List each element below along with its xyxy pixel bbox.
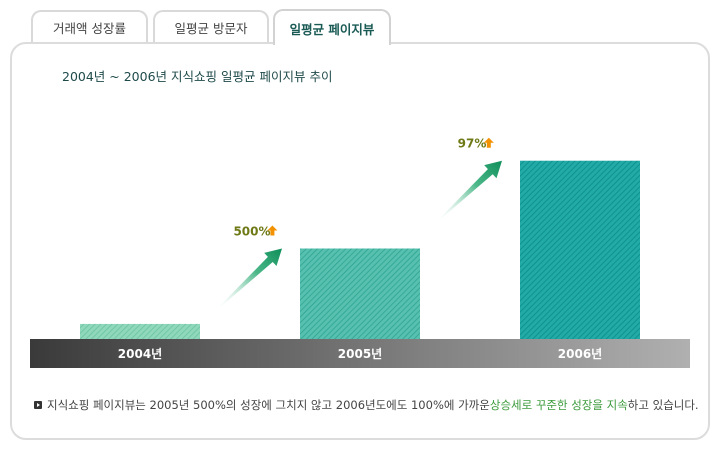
- growth-label: 97%: [458, 137, 487, 151]
- growth-arrow-icon: [437, 160, 502, 222]
- tab-transaction-growth[interactable]: 거래액 성장률: [31, 10, 148, 42]
- active-tab-connector: [275, 40, 389, 46]
- category-label: 2006년: [558, 347, 602, 361]
- note-bullet-icon: [34, 401, 42, 409]
- note-highlight: 상승세로 꾸준한 성장을 지속: [489, 398, 628, 412]
- up-arrow-icon: [483, 137, 494, 148]
- up-arrow-icon: [267, 225, 278, 236]
- category-axis-band: [30, 339, 690, 368]
- tab-label: 일평균 방문자: [174, 20, 248, 36]
- category-label: 2004년: [118, 347, 162, 361]
- bar-3: [520, 160, 640, 339]
- tab-daily-pageviews[interactable]: 일평균 페이지뷰: [273, 9, 391, 45]
- tab-label: 거래액 성장률: [53, 20, 126, 36]
- chart-note: 지식쇼핑 페이지뷰는 2005년 500%의 성장에 그치지 않고 2006년도…: [34, 397, 699, 413]
- bar-2: [300, 248, 420, 339]
- tab-daily-visitors[interactable]: 일평균 방문자: [153, 10, 269, 42]
- growth-arrow-icon: [217, 248, 282, 309]
- category-label: 2005년: [338, 347, 382, 361]
- tab-label: 일평균 페이지뷰: [289, 21, 375, 37]
- chart-title: 2004년 ~ 2006년 지식쇼핑 일평균 페이지뷰 추이: [62, 69, 333, 84]
- growth-label: 500%: [233, 225, 270, 239]
- note-text-after: 하고 있습니다.: [627, 398, 699, 412]
- bar-1: [80, 323, 200, 339]
- note-text-before: 지식쇼핑 페이지뷰는 2005년 500%의 성장에 그치지 않고 2006년도…: [47, 398, 490, 412]
